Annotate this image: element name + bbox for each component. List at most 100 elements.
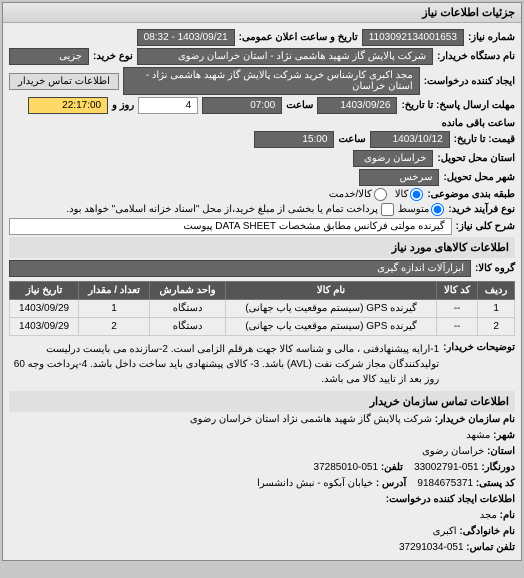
- contact-shahr: شهر: مشهد: [9, 428, 515, 444]
- radio-khedmat-label[interactable]: کالا/خدمت: [329, 188, 387, 201]
- contact-shahr-label: شهر:: [493, 430, 515, 441]
- etelaat-kala-title: اطلاعات کالاهای مورد نیاز: [9, 237, 515, 258]
- radio-group-noe: متوسط: [398, 203, 444, 216]
- dastgah-label: نام دستگاه خریدار:: [437, 51, 515, 62]
- table-header: تاریخ نیاز: [10, 282, 79, 300]
- table-cell: 2: [79, 318, 150, 336]
- table-cell: گیرنده GPS (سیستم موقعیت یاب جهانی): [226, 300, 437, 318]
- tozihaat-value: 1-ارایه پیشنهادفنی ، مالی و شناسه کالا ج…: [9, 342, 439, 387]
- contact-dornegar-value: 051-33002791: [414, 462, 479, 473]
- row-sharh: شرح کلی نیاز: گیرنده مولتی فرکانس مطابق …: [9, 218, 515, 235]
- contact-telefon-label: تلفن:: [381, 462, 403, 473]
- table-cell: 2: [478, 318, 515, 336]
- table-header: واحد شمارش: [150, 282, 226, 300]
- baghi-value: 22:17:00: [28, 97, 108, 114]
- contact-nam-label: نام سازمان خریدار:: [435, 414, 515, 425]
- items-table: ردیفکد کالانام کالاواحد شمارشتعداد / مقد…: [9, 281, 515, 336]
- contact-nam2: نام: مجد: [9, 508, 515, 524]
- radio-kala-text: کالا: [395, 189, 409, 200]
- row-gheymat: قیمت: تا تاریخ: 1403/10/12 ساعت 15:00: [9, 131, 515, 148]
- panel-title: جزئیات اطلاعات نیاز: [3, 3, 521, 23]
- contact-tel2-value: 051-37291034: [399, 542, 464, 553]
- row-mahal: استان محل تحویل: خراسان رضوی: [9, 150, 515, 167]
- pardakht-label[interactable]: پرداخت تمام یا بخشی از مبلغ خرید،از محل …: [66, 203, 394, 216]
- gheymat-date: 1403/10/12: [370, 131, 450, 148]
- mohlat-saat: 07:00: [202, 97, 282, 114]
- gheymat-saat: 15:00: [254, 131, 334, 148]
- radio-group-tabaghe: کالا کالا/خدمت: [329, 188, 423, 201]
- contact-fam-value: اکبری: [433, 526, 457, 537]
- tarikh-elan-value: 1403/09/21 - 08:32: [137, 29, 235, 46]
- row-ijad: ایجاد کننده درخواست: مجد اکبری کارشناس خ…: [9, 67, 515, 95]
- shahr-label: شهر محل تحویل:: [443, 172, 515, 183]
- mahal-value: خراسان رضوی: [353, 150, 433, 167]
- contact-address-value: خیابان آبکوه - نبش دانشسرا: [257, 478, 373, 489]
- pardakht-text: پرداخت تمام یا بخشی از مبلغ خرید،از محل …: [66, 204, 378, 215]
- contact-nam2-label: نام:: [500, 510, 515, 521]
- goruh-value: ابزارآلات اندازه گیری: [9, 260, 471, 277]
- table-row: 2--گیرنده GPS (سیستم موقعیت یاب جهانی)دس…: [10, 318, 515, 336]
- contact-fam: نام خانوادگی: اکبری: [9, 524, 515, 540]
- row-shahr: شهر محل تحویل: سرخس: [9, 169, 515, 186]
- radio-khedmat[interactable]: [374, 188, 387, 201]
- row-goruh: گروه کالا: ابزارآلات اندازه گیری: [9, 260, 515, 277]
- row-tozihaat: توضیحات خریدار: 1-ارایه پیشنهادفنی ، مال…: [9, 342, 515, 387]
- contact-fam-label: نام خانوادگی:: [459, 526, 515, 537]
- ijad-label: ایجاد کننده درخواست:: [424, 76, 515, 87]
- contact-nam-value: شرکت پالایش گاز شهید هاشمی نژاد استان خر…: [190, 414, 432, 425]
- table-cell: --: [437, 318, 478, 336]
- radio-motavaset-label[interactable]: متوسط: [398, 203, 444, 216]
- contact-tel-row: دورنگار: 051-33002791 تلفن: 051-37285010: [9, 460, 515, 476]
- contact-telefon-value: 051-37285010: [314, 462, 379, 473]
- table-header: ردیف: [478, 282, 515, 300]
- contact-addr-row: کد پستی: 9184675371 آدرس : خیابان آبکوه …: [9, 476, 515, 492]
- tamas-button[interactable]: اطلاعات تماس خریدار: [9, 73, 119, 90]
- row-tabaghe: طبقه بندی موضوعی: کالا کالا/خدمت: [9, 188, 515, 201]
- row-noe-kharid: نوع فرآیند خرید: متوسط پرداخت تمام یا بخ…: [9, 203, 515, 216]
- baghi-label: ساعت باقی مانده: [442, 118, 515, 129]
- contact-ostan-value: خراسان رضوی: [422, 446, 484, 457]
- gheymat-label: قیمت: تا تاریخ:: [454, 134, 515, 145]
- mahal-label: استان محل تحویل:: [437, 153, 515, 164]
- contact-codeposti-value: 9184675371: [417, 478, 473, 489]
- shomare-value: 1103092134001653: [362, 29, 464, 46]
- table-cell: --: [437, 300, 478, 318]
- contact-tel2: تلفن تماس: 051-37291034: [9, 540, 515, 556]
- sharh-label: شرح کلی نیاز:: [456, 221, 515, 232]
- contact-section: نام سازمان خریدار: شرکت پالایش گاز شهید …: [9, 412, 515, 556]
- shahr-value: سرخس: [359, 169, 439, 186]
- contact-ostan-label: استان:: [487, 446, 515, 457]
- contact-address-label: آدرس :: [376, 478, 406, 489]
- contact-title: اطلاعات تماس سازمان خریدار: [9, 391, 515, 412]
- shomare-label: شماره نیاز:: [468, 32, 515, 43]
- panel-body: شماره نیاز: 1103092134001653 تاریخ و ساع…: [3, 23, 521, 560]
- row-dastgah: نام دستگاه خریدار: شرکت پالایش گاز شهید …: [9, 48, 515, 65]
- radio-kala-label[interactable]: کالا: [395, 188, 424, 201]
- table-cell: دستگاه: [150, 318, 226, 336]
- pardakht-checkbox[interactable]: [381, 203, 394, 216]
- table-cell: 1: [478, 300, 515, 318]
- sharh-value: گیرنده مولتی فرکانس مطابق مشخصات DATA SH…: [9, 218, 452, 235]
- tozihaat-label: توضیحات خریدار:: [443, 342, 515, 353]
- contact-ijad-title: اطلاعات ایجاد کننده درخواست:: [9, 492, 515, 508]
- saat-label-2: ساعت: [338, 134, 365, 145]
- radio-motavaset[interactable]: [431, 203, 444, 216]
- table-row: 1--گیرنده GPS (سیستم موقعیت یاب جهانی)دس…: [10, 300, 515, 318]
- noe-label: نوع خرید:: [93, 51, 133, 62]
- mohlat-label: مهلت ارسال پاسخ: تا تاریخ:: [401, 100, 515, 111]
- contact-dornegar-label: دورنگار:: [481, 462, 515, 473]
- dastgah-value: شرکت پالایش گاز شهید هاشمی نژاد - استان …: [137, 48, 433, 65]
- radio-kala[interactable]: [410, 188, 423, 201]
- radio-motavaset-text: متوسط: [398, 204, 429, 215]
- contact-shahr-value: مشهد: [466, 430, 490, 441]
- contact-nam: نام سازمان خریدار: شرکت پالایش گاز شهید …: [9, 412, 515, 428]
- saat-label-1: ساعت: [286, 100, 313, 111]
- table-header: نام کالا: [226, 282, 437, 300]
- table-header: کد کالا: [437, 282, 478, 300]
- table-cell: 1403/09/29: [10, 300, 79, 318]
- table-header: تعداد / مقدار: [79, 282, 150, 300]
- table-cell: 1: [79, 300, 150, 318]
- mohlat-date: 1403/09/26: [317, 97, 397, 114]
- contact-ostan: استان: خراسان رضوی: [9, 444, 515, 460]
- goruh-label: گروه کالا:: [475, 263, 515, 274]
